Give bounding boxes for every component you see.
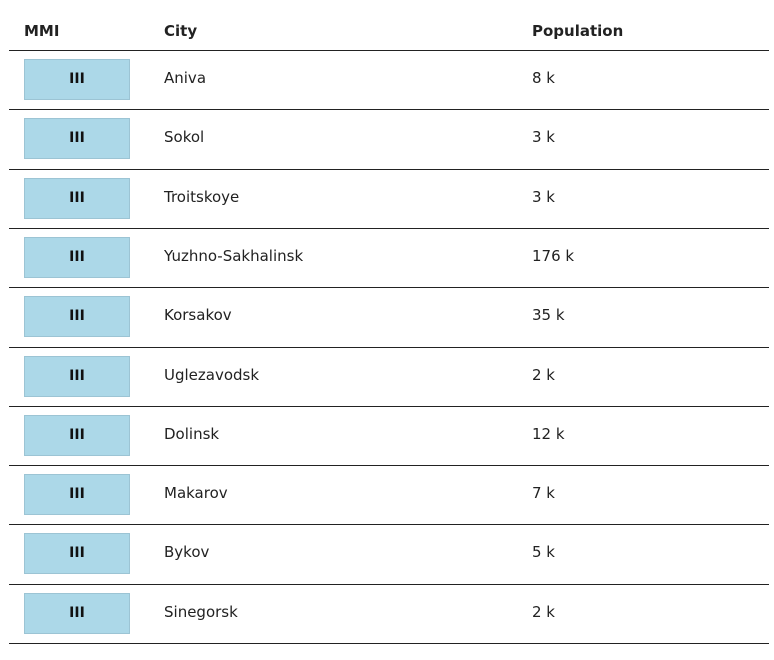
row-rule: [9, 405, 769, 407]
row-rule: [9, 346, 769, 348]
city-cell: Bykov: [164, 543, 210, 562]
mmi-badge: III: [24, 414, 130, 456]
mmi-badge: III: [24, 533, 130, 575]
table-row: III Sokol 3 k: [9, 109, 769, 168]
population-cell: 8 k: [532, 69, 555, 87]
population-cell: 176 k: [532, 246, 575, 265]
mmi-badge: III: [24, 177, 130, 219]
mmi-badge: III: [24, 355, 130, 397]
city-cell: Korsakov: [164, 306, 232, 325]
population-cell: 12 k: [532, 424, 565, 443]
row-rule: [9, 227, 769, 229]
table-row: III Bykov 5 k: [9, 524, 769, 583]
mmi-badge: III: [24, 59, 130, 100]
table-row: III Troitskoye 3 k: [9, 169, 769, 228]
population-cell: 7 k: [532, 484, 555, 503]
city-cell: Makarov: [164, 484, 228, 503]
population-cell: 3 k: [532, 128, 555, 147]
population-cell: 5 k: [532, 543, 555, 562]
city-cell: Sokol: [164, 128, 205, 147]
city-cell: Uglezavodsk: [164, 365, 260, 384]
population-cell: 35 k: [532, 306, 565, 325]
row-rule: [9, 583, 769, 585]
header-city: City: [164, 22, 198, 40]
population-cell: 2 k: [532, 602, 555, 621]
mmi-badge: III: [24, 592, 130, 634]
table-row: III Aniva 8 k: [9, 50, 769, 109]
table-row: III Yuzhno-Sakhalinsk 176 k: [9, 228, 769, 287]
mmi-badge: III: [24, 474, 130, 516]
city-cell: Troitskoye: [164, 187, 240, 206]
header-mmi: MMI: [24, 22, 60, 40]
table-row: III Sinegorsk 2 k: [9, 584, 769, 643]
table-row: III Korsakov 35 k: [9, 287, 769, 346]
header-population: Population: [532, 22, 624, 40]
mmi-badge: III: [24, 296, 130, 338]
city-cell: Dolinsk: [164, 424, 220, 443]
table-row: III Uglezavodsk 2 k: [9, 347, 769, 406]
row-rule: [9, 109, 769, 111]
city-cell: Aniva: [164, 69, 207, 87]
population-cell: 3 k: [532, 187, 555, 206]
row-rule: [9, 524, 769, 526]
population-cell: 2 k: [532, 365, 555, 384]
mmi-badge: III: [24, 118, 130, 160]
header-rule: [9, 50, 769, 51]
city-cell: Yuzhno-Sakhalinsk: [164, 246, 304, 265]
row-rule: [9, 168, 769, 170]
city-cell: Sinegorsk: [164, 602, 238, 621]
row-rule: [9, 287, 769, 289]
table-row: III Dolinsk 12 k: [9, 406, 769, 465]
row-rule: [9, 465, 769, 467]
mmi-badge: III: [24, 236, 130, 278]
row-rule: [9, 643, 769, 644]
table-row: III Makarov 7 k: [9, 465, 769, 524]
